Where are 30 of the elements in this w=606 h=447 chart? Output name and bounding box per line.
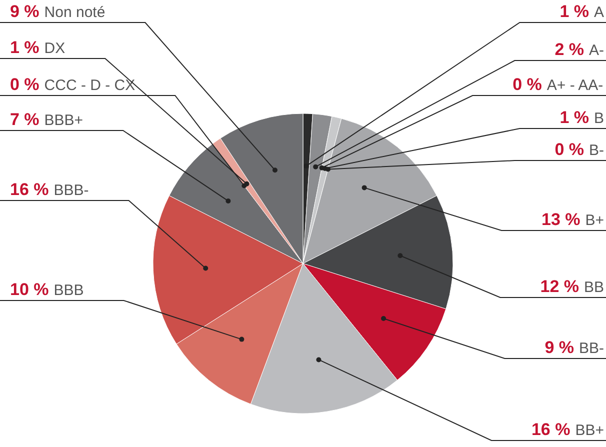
data-label: 12 % bbox=[540, 277, 579, 296]
slice-label: DX bbox=[44, 40, 66, 57]
data-label: 10 % bbox=[10, 280, 49, 299]
data-label: 7 % bbox=[10, 110, 40, 129]
slice-label: BBB- bbox=[54, 182, 89, 199]
category-label: B- bbox=[589, 142, 604, 159]
text: 0 % bbox=[554, 140, 584, 159]
data-label: 1 % bbox=[10, 38, 40, 57]
slice-label: BB+ bbox=[575, 422, 604, 439]
slice-label: BB- bbox=[578, 340, 604, 357]
slice-label: B bbox=[594, 110, 604, 127]
data-label: 9 % bbox=[544, 338, 574, 357]
slice-label: BBB bbox=[54, 282, 84, 299]
slice-label: BBB+ bbox=[44, 112, 84, 129]
data-label: 16 % bbox=[531, 420, 570, 439]
data-label: 13 % bbox=[541, 210, 580, 229]
text: 0 % bbox=[10, 75, 40, 94]
text: 0 % bbox=[512, 75, 542, 94]
data-label: 1 % bbox=[560, 108, 589, 127]
data-label: 16 % bbox=[10, 180, 49, 199]
slice-label: B+ bbox=[585, 212, 604, 229]
category-label: A+ - AA- bbox=[546, 77, 604, 94]
category-label: CCC - D - CX bbox=[44, 77, 136, 94]
data-label: 9 % bbox=[10, 2, 40, 21]
slice-label: A- bbox=[589, 42, 604, 59]
slice-label: Non noté bbox=[44, 4, 106, 21]
data-label: 1 % bbox=[560, 2, 589, 21]
slice-label: BB bbox=[584, 279, 604, 296]
data-label: 2 % bbox=[554, 40, 584, 59]
slice-label: A bbox=[594, 4, 604, 21]
